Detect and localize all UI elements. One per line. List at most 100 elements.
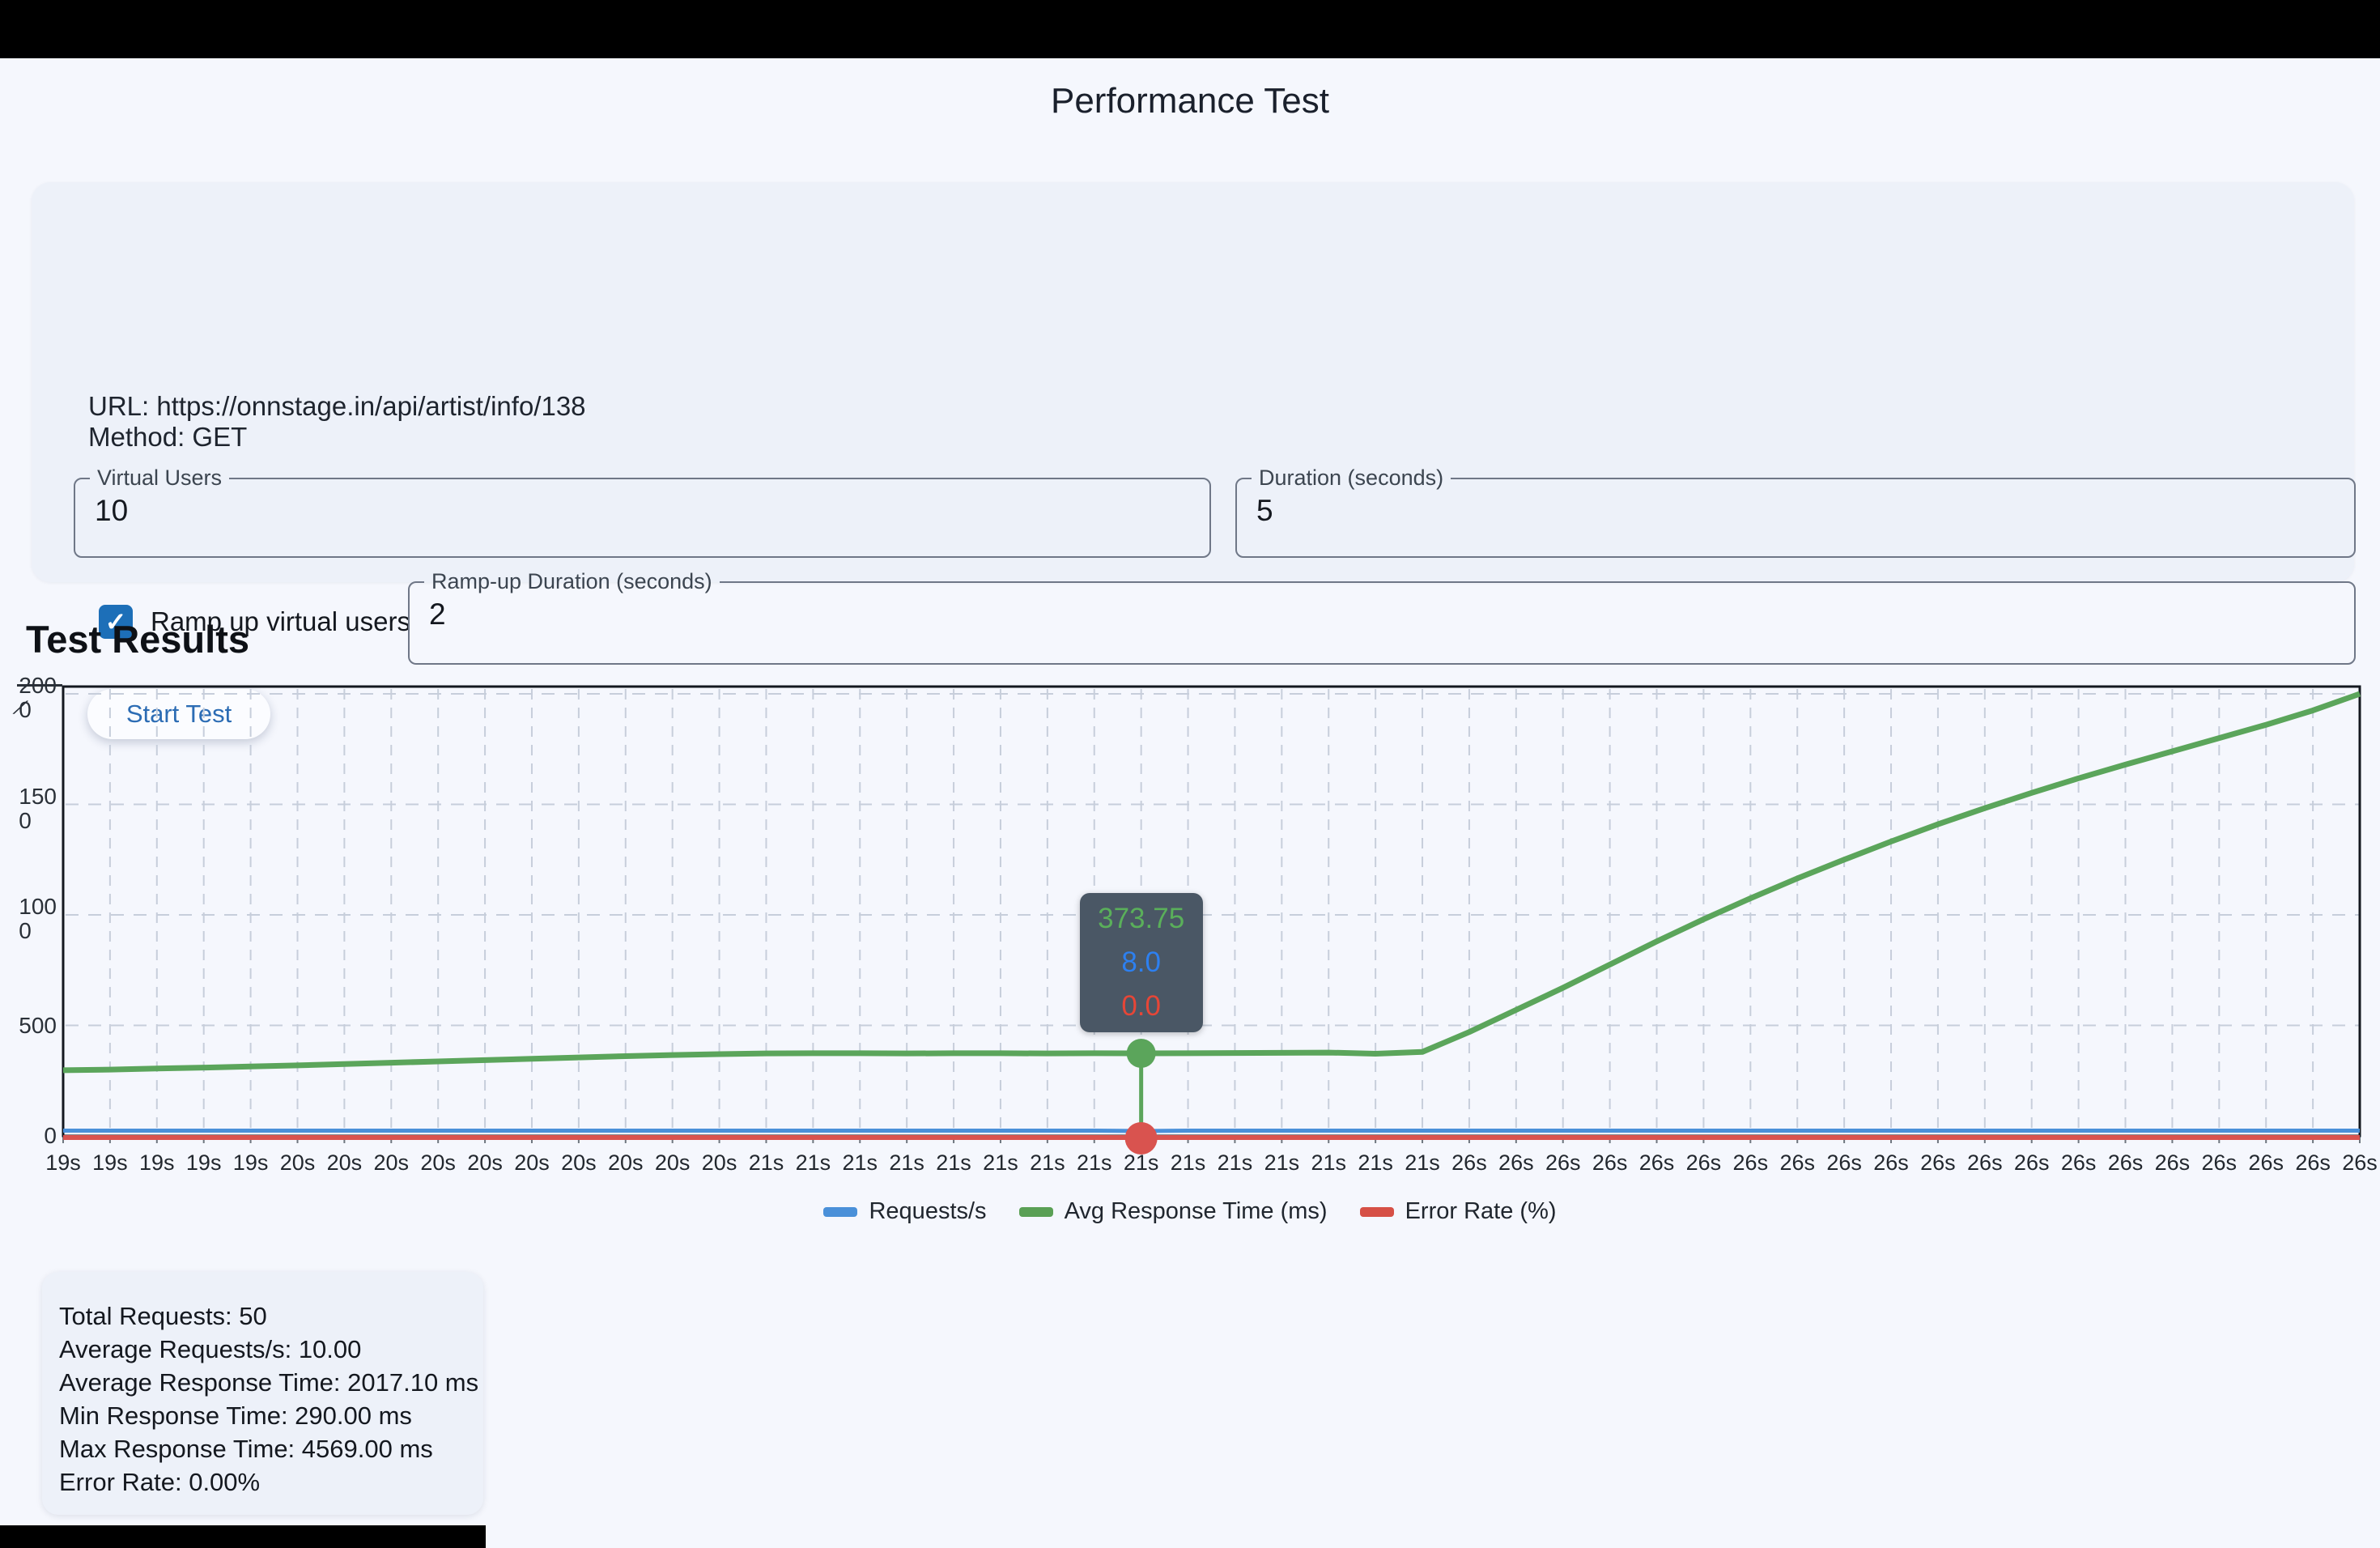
x-tick-label: 26s [1592,1150,1628,1175]
chart-plot-area[interactable] [0,680,2380,1182]
page-title: Performance Test [1050,81,1329,121]
legend-item[interactable]: Avg Response Time (ms) [1018,1198,1328,1225]
legend-label: Requests/s [869,1198,987,1224]
selected-point-marker [1126,1038,1156,1068]
x-tick-label: 26s [1451,1150,1487,1175]
x-tick-label: 26s [1826,1150,1862,1175]
x-tick-label: 21s [795,1150,831,1175]
x-tick-label: 26s [1967,1150,2003,1175]
legend-label: Avg Response Time (ms) [1064,1198,1328,1224]
x-tick-label: 19s [232,1150,269,1175]
ramp-up-checkbox-row: ✓ Ramp up virtual users [99,605,410,639]
x-tick-label: 20s [373,1150,410,1175]
x-tick-label: 21s [1076,1150,1112,1175]
x-tick-label: 20s [607,1150,644,1175]
x-tick-label: 21s [842,1150,878,1175]
ramp-up-duration-input[interactable]: Ramp-up Duration (seconds) 2 [408,571,2356,665]
x-tick-label: 26s [1638,1150,1675,1175]
overlapping-label-artifact [17,684,63,687]
tooltip-value: 0.0 [1121,989,1161,1022]
x-tick-label: 26s [2201,1150,2238,1175]
results-chart[interactable]: 200 0 ∕ 150 0 100 0 500 0 19s 19s 19s 19s 19s 20s 2… [0,674,2380,1263]
x-tick-label: 26s [1873,1150,1909,1175]
legend-item[interactable]: Error Rate (%) [1359,1198,1557,1225]
x-tick-label: 26s [1685,1150,1722,1175]
y-tick-label: 150 0 [19,783,57,833]
x-tick-label: 21s [748,1150,784,1175]
start-test-button[interactable]: Start Test [87,689,270,739]
method-text: Method: GET [88,422,248,452]
summary-stat-line: Average Requests/s: 10.00 [59,1335,362,1363]
summary-stat-line: Average Response Time: 2017.10 ms [59,1368,479,1397]
x-tick-label: 21s [1311,1150,1346,1175]
x-tick-label: 21s [1217,1150,1253,1175]
x-tick-label: 26s [2154,1150,2191,1175]
virtual-users-value[interactable]: 10 [95,494,129,527]
x-tick-label: 20s [420,1150,456,1175]
y-tick-label: 0 [44,1123,57,1148]
ramp-up-checkbox[interactable]: ✓ [99,605,133,639]
x-tick-label: 26s [2342,1150,2378,1175]
tooltip-value: 8.0 [1121,946,1161,978]
legend-swatch-icon [1359,1206,1394,1217]
x-tick-label: 20s [467,1150,503,1175]
x-tick-label: 26s [2013,1150,2050,1175]
x-tick-label: 19s [45,1150,81,1175]
x-tick-label: 26s [1779,1150,1815,1175]
x-tick-label: 20s [326,1150,363,1175]
x-tick-label: 20s [654,1150,691,1175]
test-config-card: URL: https://onnstage.in/api/artist/info… [32,182,2356,739]
url-text: URL: https://onnstage.in/api/artist/info… [88,391,586,421]
ramp-up-duration-label: Ramp-up Duration (seconds) [431,569,712,593]
x-tick-label: 26s [1920,1150,1956,1175]
summary-stat-line: Min Response Time: 290.00 ms [59,1401,412,1430]
legend-swatch-icon [823,1206,858,1217]
y-tick-label: 200 0 ∕ [17,674,63,722]
x-tick-label: 26s [2248,1150,2284,1175]
x-tick-label: 21s [983,1150,1018,1175]
chart-tooltip: 373.75 8.0 0.0 [1079,892,1203,1032]
x-tick-label: 19s [185,1150,222,1175]
x-tick-label: 19s [139,1150,175,1175]
x-tick-label: 20s [561,1150,597,1175]
virtual-users-label: Virtual Users [97,466,223,490]
x-tick-label: 26s [1498,1150,1534,1175]
y-tick-label: 500 [19,1012,57,1038]
x-tick-label: 21s [1405,1150,1440,1175]
summary-stat-line: Error Rate: 0.00% [59,1468,261,1496]
x-tick-label: 21s [1264,1150,1300,1175]
x-tick-label: 20s [701,1150,737,1175]
test-results-heading: Test Results [26,618,249,661]
summary-stat-line: Max Response Time: 4569.00 ms [59,1435,433,1463]
x-tick-label: 26s [2295,1150,2331,1175]
x-tick-label: 21s [936,1150,971,1175]
tooltip-value: 373.75 [1098,902,1185,934]
summary-card: Total Requests: 50 Average Requests/s: 10… [42,1272,483,1515]
legend-swatch-icon [1018,1206,1053,1217]
duration-input[interactable]: Duration (seconds) 5 [1235,467,2356,558]
y-tick-label: 100 0 [19,894,57,943]
duration-value[interactable]: 5 [1256,494,1273,527]
x-tick-label: 21s [1030,1150,1065,1175]
bottom-bar [0,1525,486,1548]
x-tick-label: 21s [1123,1150,1159,1175]
legend-item[interactable]: Requests/s [823,1198,987,1225]
ramp-up-duration-value[interactable]: 2 [429,598,446,631]
selected-error-marker [1124,1122,1158,1155]
x-tick-label: 26s [2107,1150,2144,1175]
x-tick-label: 21s [889,1150,924,1175]
duration-label: Duration (seconds) [1259,466,1444,490]
x-tick-label: 21s [1358,1150,1393,1175]
status-bar [0,0,2380,58]
x-tick-label: 20s [279,1150,316,1175]
chart-legend: Requests/s Avg Response Time (ms) Error Ra… [0,1198,2380,1225]
summary-stat-line: Total Requests: 50 [59,1302,267,1330]
x-tick-label: 20s [514,1150,550,1175]
virtual-users-input[interactable]: Virtual Users 10 [74,467,1211,558]
x-tick-label: 19s [92,1150,128,1175]
overlapping-label-artifact: ∕ [18,695,25,721]
x-tick-label: 26s [2060,1150,2097,1175]
ramp-up-checkbox-label[interactable]: Ramp up virtual users [151,606,410,636]
x-tick-label: 26s [1545,1150,1581,1175]
